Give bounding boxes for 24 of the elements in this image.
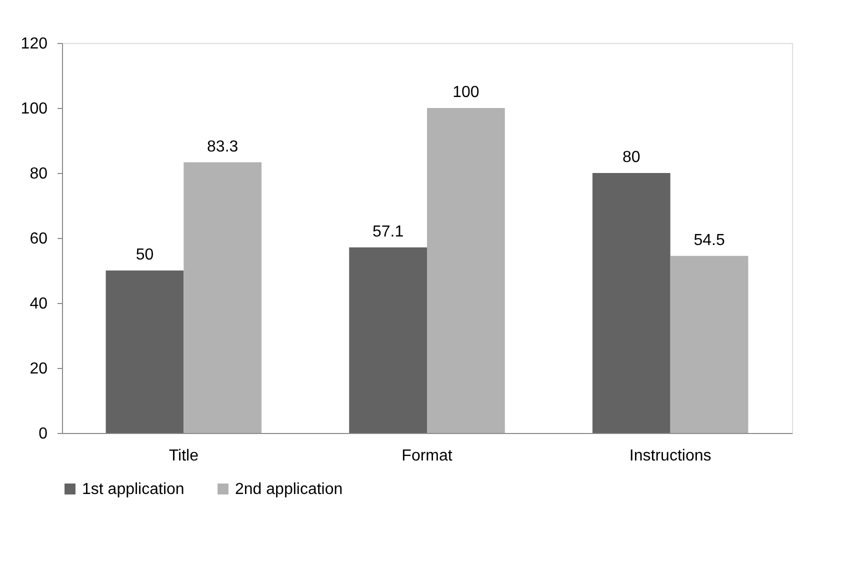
data-label: 100 <box>452 84 480 101</box>
data-label: 80 <box>622 149 640 166</box>
y-tick-label: 20 <box>30 360 48 378</box>
bar <box>106 270 184 433</box>
data-label: 83.3 <box>207 138 238 156</box>
y-tick-label: 40 <box>30 296 48 312</box>
bar <box>349 247 427 433</box>
bar <box>592 173 670 433</box>
data-label: 57.1 <box>372 223 404 240</box>
bar <box>427 108 505 433</box>
y-tick-label: 60 <box>30 230 48 248</box>
data-label: 50 <box>136 246 154 264</box>
legend-label: 1st application <box>82 481 184 498</box>
legend-label: 2nd application <box>235 481 343 498</box>
x-tick-label: Title <box>168 448 199 464</box>
y-tick-label: 80 <box>30 166 48 182</box>
data-label: 54.5 <box>694 232 725 249</box>
x-tick-label: Format <box>402 448 453 464</box>
y-tick-label: 120 <box>20 36 48 52</box>
y-tick-label: 100 <box>20 100 48 118</box>
x-tick-label: Instructions <box>629 448 712 464</box>
bar <box>670 256 748 433</box>
bar <box>184 162 262 433</box>
y-tick-label: 0 <box>38 426 48 442</box>
